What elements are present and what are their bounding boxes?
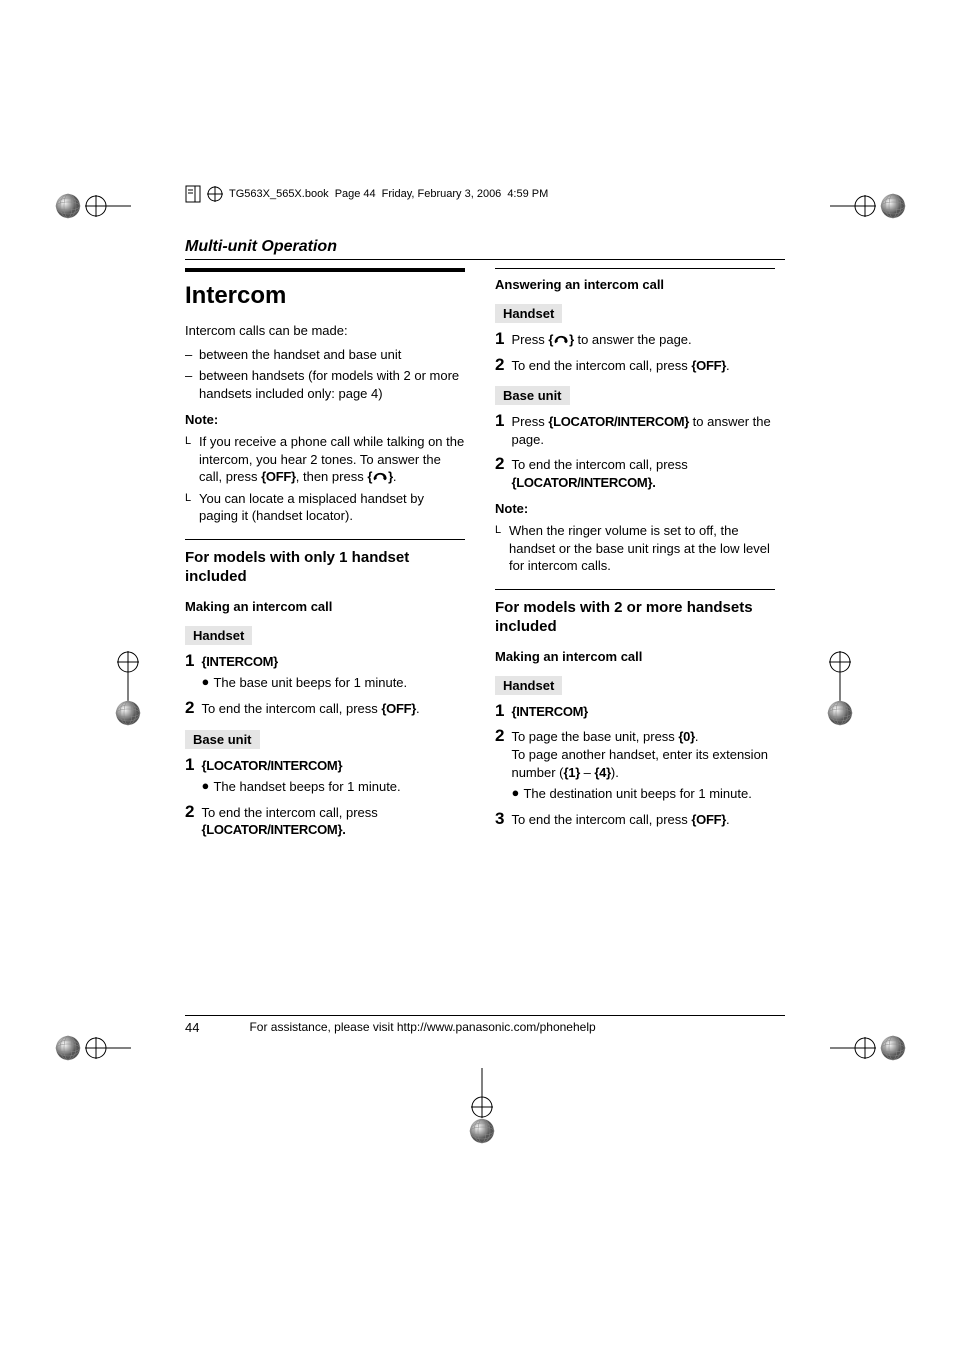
step-number: 1 [495, 330, 504, 347]
right-column: Answering an intercom call Handset 1 Pre… [495, 268, 775, 847]
step-text: To end the intercom call, press {OFF}. [201, 700, 465, 718]
note-item-1: If you receive a phone call while talkin… [185, 433, 465, 486]
heading-rule [185, 268, 465, 272]
reg-mark-tl [85, 195, 131, 222]
section-1-subhead: Making an intercom call [185, 599, 465, 614]
step-number: 3 [495, 810, 504, 827]
reg-mark-br [830, 1037, 876, 1064]
section-1-heading: For models with only 1 handset included [185, 548, 465, 587]
section-rule-r1 [495, 268, 775, 269]
meta-page-info: Page 44 [335, 188, 376, 200]
meta-time: 4:59 PM [507, 188, 548, 200]
reg-mark-tr [830, 195, 876, 222]
reg-mark-mr [825, 651, 855, 706]
section-rule-1 [185, 539, 465, 540]
sec2-step-3: 3 To end the intercom call, press {OFF}. [495, 811, 775, 829]
left-column: Intercom Intercom calls can be made: bet… [185, 268, 465, 847]
intro-item-1: between the handset and base unit [185, 346, 465, 364]
step-number: 2 [495, 455, 504, 472]
reg-mark-br-ball [880, 1035, 906, 1066]
note-item-2: You can locate a misplaced handset by pa… [185, 490, 465, 525]
step-number: 1 [185, 652, 194, 669]
step-text: Press {LOCATOR/INTERCOM} to answer the p… [511, 413, 775, 448]
reg-mark-tl-ball [55, 193, 81, 224]
handset-label-2: Handset [495, 304, 562, 323]
step-sub: The destination unit beeps for 1 minute. [511, 785, 775, 803]
step-text: To page the base unit, press {0}. To pag… [511, 728, 775, 802]
step-number: 1 [185, 756, 194, 773]
step-number: 2 [185, 699, 194, 716]
meta-book-name: TG563X_565X.book [229, 188, 329, 200]
page-number: 44 [185, 1020, 199, 1035]
book-metadata-header: TG563X_565X.book Page 44 Friday, Februar… [185, 185, 785, 203]
step-number: 2 [495, 727, 504, 744]
sec1-hs-step-1: 1 {INTERCOM} The base unit beeps for 1 m… [185, 653, 465, 692]
step-text: {LOCATOR/INTERCOM} [201, 758, 342, 773]
reg-mark-mr-ball [827, 700, 853, 731]
sec1-hs-step-2: 2 To end the intercom call, press {OFF}. [185, 700, 465, 718]
sec1-bu-step-1: 1 {LOCATOR/INTERCOM} The handset beeps f… [185, 757, 465, 796]
step-text: To end the intercom call, press {LOCATOR… [511, 456, 775, 491]
footer-text: For assistance, please visit http://www.… [249, 1020, 595, 1035]
note-heading: Note: [185, 412, 465, 427]
step-text: To end the intercom call, press {LOCATOR… [201, 804, 465, 839]
step-sub: The handset beeps for 1 minute. [201, 778, 465, 796]
step-number: 1 [495, 702, 504, 719]
ans-bu-step-1: 1 Press {LOCATOR/INTERCOM} to answer the… [495, 413, 775, 448]
meta-date: Friday, February 3, 2006 [382, 188, 502, 200]
intro-item-2: between handsets (for models with 2 or m… [185, 367, 465, 402]
section-2-subhead: Making an intercom call [495, 649, 775, 664]
note-heading-right: Note: [495, 501, 775, 516]
ans-hs-step-1: 1 Press {} to answer the page. [495, 331, 775, 349]
handset-label-1: Handset [185, 626, 252, 645]
step-sub: The base unit beeps for 1 minute. [201, 674, 465, 692]
reg-mark-tr-ball [880, 193, 906, 224]
handset-label-3: Handset [495, 676, 562, 695]
step-text: {INTERCOM} [201, 654, 277, 669]
reg-mark-ml-ball [115, 700, 141, 731]
reg-mark-bc-ball [469, 1118, 495, 1149]
ans-hs-step-2: 2 To end the intercom call, press {OFF}. [495, 357, 775, 375]
step-text: {INTERCOM} [511, 704, 587, 719]
reg-mark-ml [113, 651, 143, 706]
sec1-bu-step-2: 2 To end the intercom call, press {LOCAT… [185, 804, 465, 839]
base-unit-label-1: Base unit [185, 730, 260, 749]
chapter-header: Multi-unit Operation [185, 238, 785, 260]
page-footer: 44 For assistance, please visit http://w… [185, 1015, 785, 1035]
step-number: 1 [495, 412, 504, 429]
page-title: Intercom [185, 282, 465, 310]
ans-bu-step-2: 2 To end the intercom call, press {LOCAT… [495, 456, 775, 491]
section-rule-r2 [495, 589, 775, 590]
page-content: TG563X_565X.book Page 44 Friday, Februar… [185, 185, 785, 847]
intro-text: Intercom calls can be made: [185, 322, 465, 340]
reg-mark-bl [85, 1037, 131, 1064]
reg-mark-bc [467, 1068, 497, 1123]
section-2-heading: For models with 2 or more handsets inclu… [495, 598, 775, 637]
step-text: To end the intercom call, press {OFF}. [511, 357, 775, 375]
step-number: 2 [185, 803, 194, 820]
note-right-item: When the ringer volume is set to off, th… [495, 522, 775, 575]
reg-mark-bl-ball [55, 1035, 81, 1066]
book-spine-icon [185, 185, 201, 203]
step-text: To end the intercom call, press {OFF}. [511, 811, 775, 829]
step-number: 2 [495, 356, 504, 373]
answering-heading: Answering an intercom call [495, 277, 775, 292]
sec2-step-2: 2 To page the base unit, press {0}. To p… [495, 728, 775, 802]
crosshair-icon [207, 186, 223, 202]
base-unit-label-2: Base unit [495, 386, 570, 405]
step-text: Press {} to answer the page. [511, 331, 775, 349]
sec2-step-1: 1 {INTERCOM} [495, 703, 775, 721]
